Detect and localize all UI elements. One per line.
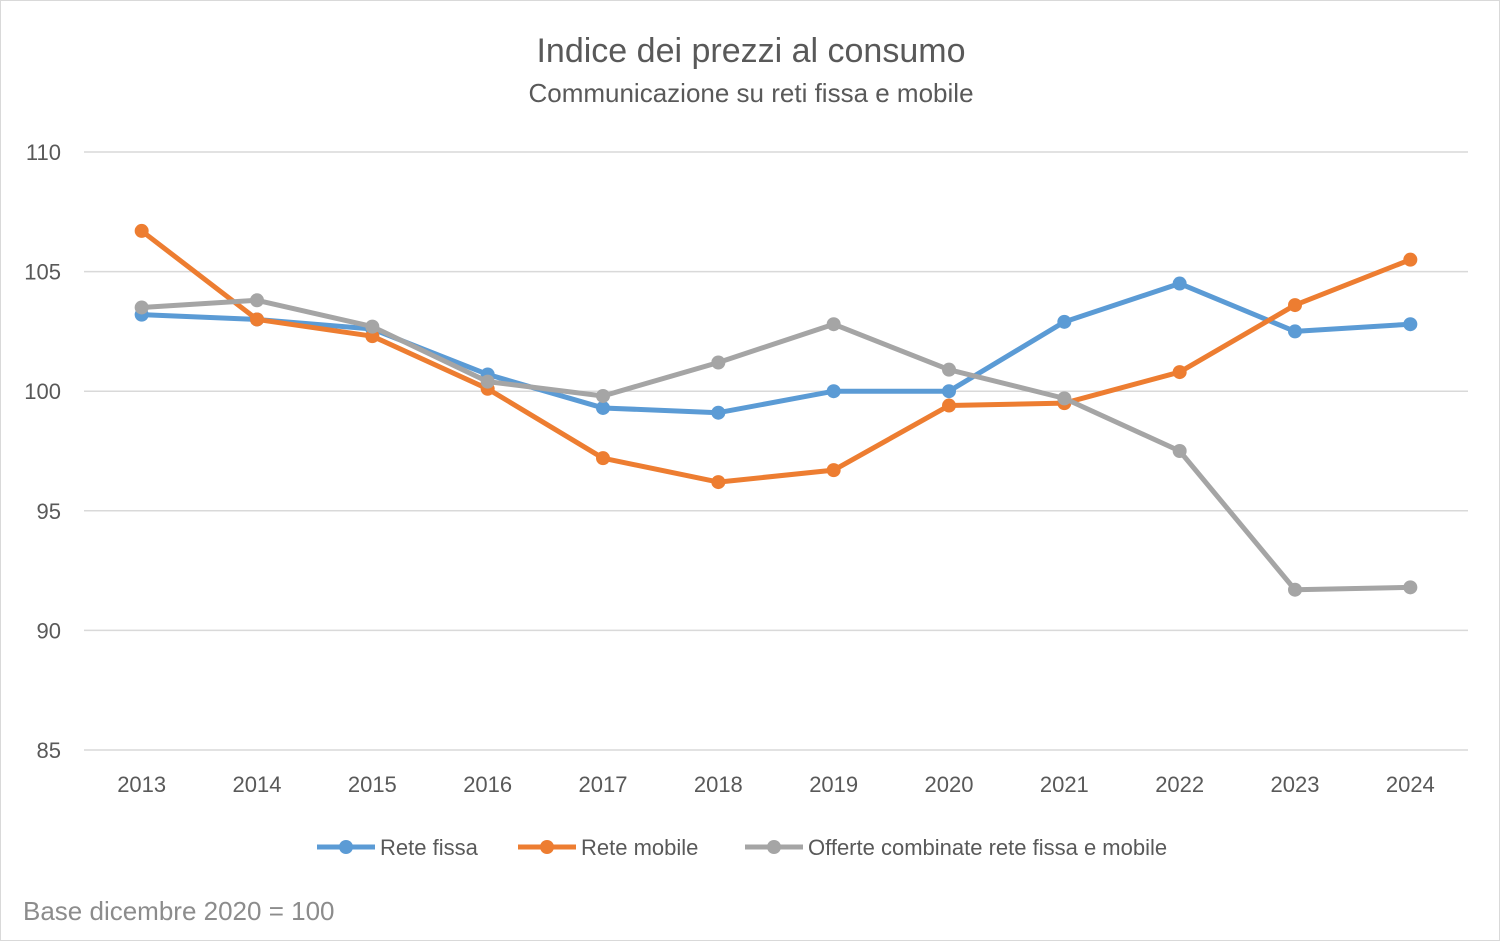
series-line <box>141 297 1411 593</box>
data-point <box>250 312 264 327</box>
x-tick-label: 2024 <box>1386 772 1435 797</box>
x-tick-label: 2015 <box>348 772 397 797</box>
data-point <box>596 388 610 403</box>
data-point <box>134 223 149 238</box>
x-tick-label: 2016 <box>463 772 512 797</box>
legend-item: Rete mobile <box>518 835 698 860</box>
legend-label: Rete mobile <box>581 835 698 860</box>
y-tick-label: 100 <box>24 379 61 404</box>
data-point <box>711 355 726 370</box>
chart-subtitle: Communicazione su reti fissa e mobile <box>528 78 973 108</box>
legend-item: Offerte combinate rete fissa e mobile <box>745 835 1167 860</box>
legend-marker <box>339 840 353 854</box>
data-point <box>1172 365 1187 380</box>
data-point <box>942 398 956 413</box>
data-point <box>1403 252 1418 267</box>
data-point <box>1288 298 1302 313</box>
data-point <box>480 374 495 389</box>
data-point <box>1057 314 1072 329</box>
data-point <box>365 329 380 344</box>
data-point <box>1172 276 1187 291</box>
series-line <box>141 281 1411 416</box>
data-point <box>365 319 380 334</box>
data-point <box>596 451 610 466</box>
data-point <box>942 384 956 399</box>
footnote: Base dicembre 2020 = 100 <box>23 896 335 926</box>
chart-title: Indice dei prezzi al consumo <box>536 32 965 70</box>
y-tick-label: 110 <box>26 140 61 165</box>
data-point <box>1288 582 1302 597</box>
data-point <box>1057 391 1072 406</box>
x-tick-label: 2018 <box>694 772 743 797</box>
data-point <box>942 362 956 377</box>
data-point <box>596 400 610 415</box>
x-tick-label: 2017 <box>579 772 628 797</box>
legend-label: Offerte combinate rete fissa e mobile <box>808 835 1167 860</box>
x-tick-label: 2013 <box>117 772 166 797</box>
data-point <box>711 475 726 490</box>
data-point <box>826 384 841 399</box>
data-point <box>250 293 264 308</box>
data-point <box>1172 444 1187 458</box>
x-tick-label: 2014 <box>233 772 282 797</box>
x-tick-label: 2023 <box>1271 772 1320 797</box>
x-tick-label: 2020 <box>925 772 974 797</box>
data-point <box>1288 324 1302 339</box>
y-tick-label: 85 <box>37 738 61 763</box>
series-line <box>140 228 1412 485</box>
legend-marker <box>767 840 781 854</box>
data-point <box>711 405 726 420</box>
series-2 <box>134 293 1418 597</box>
x-tick-label: 2021 <box>1040 772 1089 797</box>
data-point <box>826 317 841 332</box>
data-point <box>1403 317 1418 332</box>
legend-label: Rete fissa <box>380 835 479 860</box>
x-tick-label: 2019 <box>809 772 858 797</box>
data-point <box>826 463 841 478</box>
y-tick-label: 90 <box>37 618 61 643</box>
y-tick-label: 105 <box>24 260 61 285</box>
series-1 <box>134 223 1418 490</box>
legend-marker <box>540 840 554 854</box>
data-point <box>134 300 149 315</box>
x-tick-label: 2022 <box>1155 772 1204 797</box>
data-point <box>1403 580 1418 595</box>
y-tick-label: 95 <box>37 499 61 524</box>
legend-item: Rete fissa <box>317 835 479 860</box>
